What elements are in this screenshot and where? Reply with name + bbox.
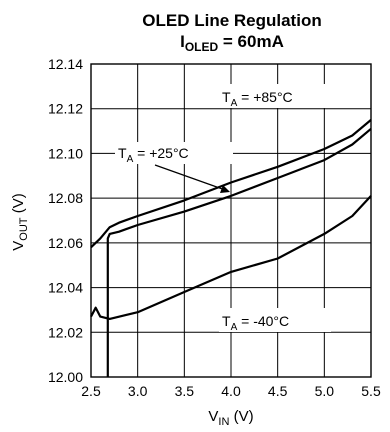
y-tick-label: 12.06 bbox=[48, 235, 83, 251]
y-tick-label: 12.08 bbox=[48, 190, 83, 206]
y-axis-label: VOUT (V) bbox=[10, 193, 30, 250]
series-label-m40: TA = -40°C bbox=[222, 313, 289, 333]
y-tick-label: 12.02 bbox=[48, 324, 83, 340]
x-tick-label: 2.5 bbox=[81, 383, 101, 399]
series-label-85: TA = +85°C bbox=[222, 89, 293, 109]
x-tick-label: 4.0 bbox=[221, 383, 241, 399]
callout-line-25 bbox=[154, 164, 229, 192]
label-bg-m40 bbox=[219, 308, 331, 332]
x-tick-label: 5.5 bbox=[361, 383, 381, 399]
series-line-t25 bbox=[106, 127, 372, 377]
y-tick-label: 12.10 bbox=[48, 145, 83, 161]
callout-arrowhead-25 bbox=[220, 185, 230, 193]
chart-title: OLED Line Regulation bbox=[142, 11, 321, 30]
x-axis-label: VIN (V) bbox=[208, 408, 253, 428]
x-tick-label: 3.0 bbox=[128, 383, 148, 399]
y-tick-label: 12.12 bbox=[48, 101, 83, 117]
label-bg-85 bbox=[219, 84, 335, 108]
x-tick-label: 3.5 bbox=[175, 383, 195, 399]
y-tick-label: 12.14 bbox=[48, 56, 83, 72]
x-tick-label: 4.5 bbox=[268, 383, 288, 399]
series-label-25: TA = +25°C bbox=[118, 145, 189, 165]
series-lines bbox=[90, 119, 372, 377]
plot-frame bbox=[90, 63, 372, 378]
chart-subtitle: IOLED = 60mA bbox=[180, 32, 284, 54]
x-tick-label: 5.0 bbox=[315, 383, 335, 399]
series-line-t85 bbox=[90, 119, 372, 249]
label-bg-25 bbox=[115, 142, 233, 164]
grid-lines bbox=[91, 64, 371, 377]
y-tick-label: 12.00 bbox=[48, 369, 83, 385]
series-line-tm40 bbox=[90, 195, 372, 320]
y-tick-label: 12.04 bbox=[48, 280, 83, 296]
tick-labels: 2.5 3.0 3.5 4.0 4.5 5.0 5.5 12.00 12.02 12.04 12.0… bbox=[48, 56, 381, 399]
